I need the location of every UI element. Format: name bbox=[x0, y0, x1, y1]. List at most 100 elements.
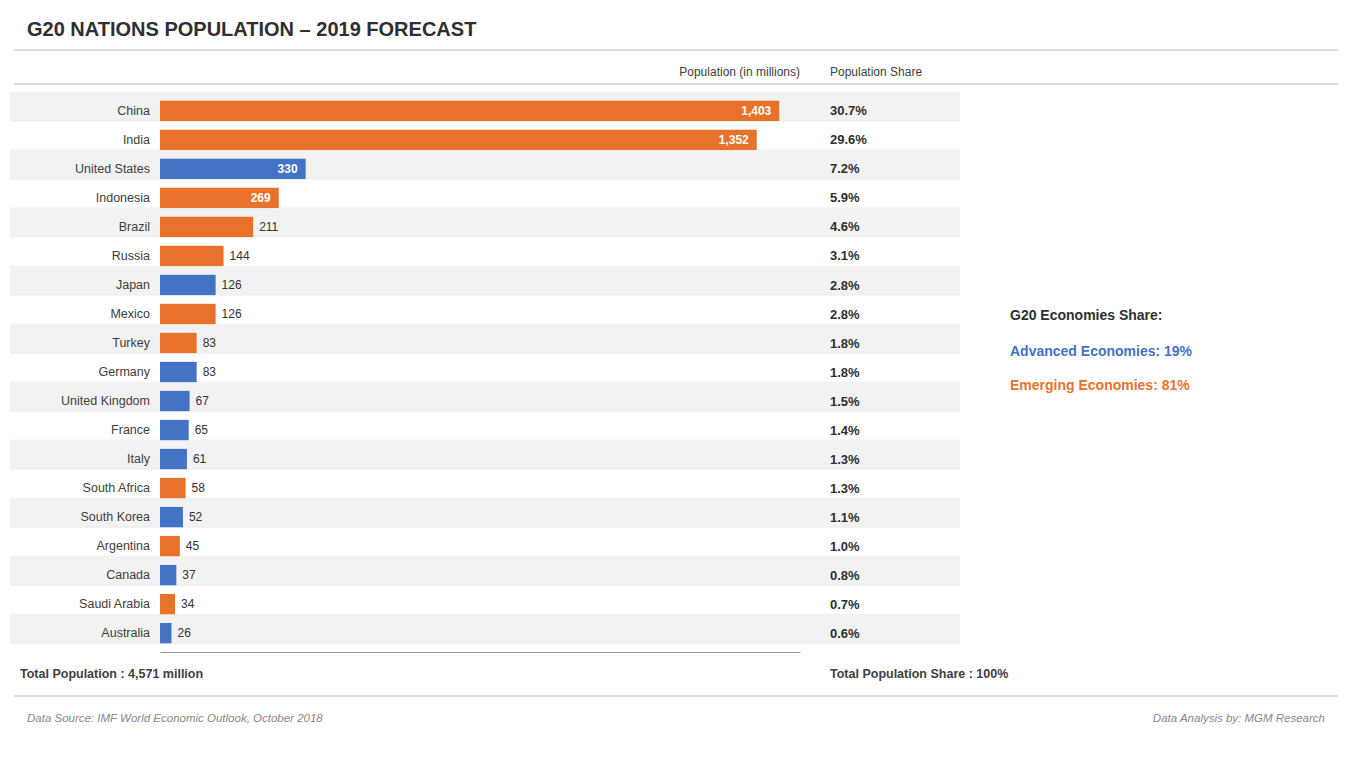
share-label: 7.2% bbox=[830, 161, 860, 176]
bar bbox=[160, 594, 175, 614]
data-label: 61 bbox=[193, 452, 207, 466]
y-tick: Italy bbox=[127, 452, 160, 466]
bar bbox=[160, 304, 216, 324]
y-tick-label: United Kingdom bbox=[61, 394, 150, 408]
data-label: 144 bbox=[230, 249, 250, 263]
bar bbox=[160, 565, 176, 585]
bar bbox=[160, 623, 171, 643]
legend-title: G20 Economies Share: bbox=[1010, 307, 1163, 323]
bar bbox=[160, 333, 197, 353]
y-tick-label: Brazil bbox=[119, 220, 150, 234]
bar bbox=[160, 362, 197, 382]
y-tick-label: Italy bbox=[127, 452, 151, 466]
row-divider bbox=[10, 469, 960, 470]
data-label: 83 bbox=[203, 365, 217, 379]
x-axis-line bbox=[161, 652, 801, 653]
y-tick-label: Russia bbox=[112, 249, 150, 263]
y-tick: South Korea bbox=[81, 510, 161, 524]
y-tick-label: South Korea bbox=[81, 510, 151, 524]
total-label: Total Population : 4,571 million bbox=[20, 667, 203, 681]
footer: Data Analysis by: MGM Research bbox=[1153, 712, 1325, 724]
y-tick: Japan bbox=[116, 278, 160, 292]
share-label: 30.7% bbox=[830, 103, 867, 118]
y-tick: India bbox=[123, 133, 160, 147]
data-label: 269 bbox=[251, 191, 271, 205]
chart: 1,4031,352330269211144126126838367656158… bbox=[0, 0, 1352, 758]
y-tick: Mexico bbox=[110, 307, 160, 321]
y-tick-label: South Africa bbox=[83, 481, 150, 495]
y-tick-label: Saudi Arabia bbox=[79, 597, 150, 611]
bars bbox=[160, 101, 779, 644]
x-axis bbox=[161, 652, 801, 653]
separator bbox=[14, 84, 1338, 85]
y-tick-label: China bbox=[117, 104, 150, 118]
row-stripe bbox=[10, 382, 960, 411]
share-label: 1.5% bbox=[830, 394, 860, 409]
y-tick: Germany bbox=[99, 365, 160, 379]
row-stripe bbox=[10, 614, 960, 643]
y-tick-label: Argentina bbox=[96, 539, 150, 553]
legend-entry: Emerging Economies: 81% bbox=[1010, 377, 1190, 393]
share-label: 1.0% bbox=[830, 539, 860, 554]
data-label: 26 bbox=[177, 626, 191, 640]
row-divider bbox=[10, 295, 960, 296]
bar bbox=[160, 101, 779, 121]
data-label: 330 bbox=[278, 162, 298, 176]
bar bbox=[160, 478, 186, 498]
bar bbox=[160, 188, 279, 208]
row-stripe bbox=[10, 498, 960, 527]
share-label: 1.4% bbox=[830, 423, 860, 438]
y-tick: Brazil bbox=[119, 220, 160, 234]
y-tick: Canada bbox=[106, 568, 160, 582]
y-tick-label: Turkey bbox=[112, 336, 150, 350]
share-label: 1.1% bbox=[830, 510, 860, 525]
bar bbox=[160, 217, 253, 237]
share-label: 2.8% bbox=[830, 278, 860, 293]
data-label: 1,352 bbox=[719, 133, 749, 147]
row-divider bbox=[10, 411, 960, 412]
data-label: 34 bbox=[181, 597, 195, 611]
data-label: 83 bbox=[203, 336, 217, 350]
y-tick: United Kingdom bbox=[61, 394, 160, 408]
y-tick-label: Germany bbox=[99, 365, 151, 379]
bar bbox=[160, 130, 757, 150]
data-label: 126 bbox=[222, 278, 242, 292]
row-stripe bbox=[10, 266, 960, 295]
bar bbox=[160, 275, 216, 295]
row-stripe bbox=[10, 150, 960, 179]
row-stripe bbox=[10, 556, 960, 585]
y-tick: Russia bbox=[112, 249, 160, 263]
y-tick: Saudi Arabia bbox=[79, 597, 160, 611]
y-tick: Indonesia bbox=[96, 191, 160, 205]
row-stripe bbox=[10, 440, 960, 469]
data-label: 126 bbox=[222, 307, 242, 321]
y-tick-label: United States bbox=[75, 162, 150, 176]
data-label: 65 bbox=[195, 423, 209, 437]
row-divider bbox=[10, 643, 960, 644]
y-tick-label: France bbox=[111, 423, 150, 437]
y-tick: China bbox=[117, 104, 160, 118]
y-axis: China India United States Indonesia Brazil Ru… bbox=[61, 104, 160, 640]
share-label: 29.6% bbox=[830, 132, 867, 147]
data-label: 37 bbox=[182, 568, 196, 582]
total-label: Total Population Share : 100% bbox=[830, 667, 1008, 681]
data-labels: 1,4031,352330269211144126126838367656158… bbox=[177, 104, 771, 640]
share-label: 4.6% bbox=[830, 219, 860, 234]
y-tick-label: Japan bbox=[116, 278, 150, 292]
y-tick-label: Canada bbox=[106, 568, 150, 582]
title: G20 NATIONS POPULATION – 2019 FORECAST bbox=[27, 18, 476, 40]
row-divider bbox=[10, 237, 960, 238]
row-divider bbox=[10, 353, 960, 354]
y-tick: South Africa bbox=[83, 481, 160, 495]
share-label: 5.9% bbox=[830, 190, 860, 205]
column-header: Population Share bbox=[830, 65, 922, 79]
footer: Data Source: IMF World Economic Outlook,… bbox=[27, 712, 323, 724]
data-label: 211 bbox=[259, 220, 278, 234]
y-tick: Argentina bbox=[96, 539, 160, 553]
data-label: 45 bbox=[186, 539, 200, 553]
row-stripes bbox=[10, 92, 960, 643]
y-tick-label: India bbox=[123, 133, 150, 147]
share-column: 30.7%29.6%7.2%5.9%4.6%3.1%2.8%2.8%1.8%1.… bbox=[830, 103, 867, 640]
share-label: 3.1% bbox=[830, 248, 860, 263]
bar bbox=[160, 246, 224, 266]
